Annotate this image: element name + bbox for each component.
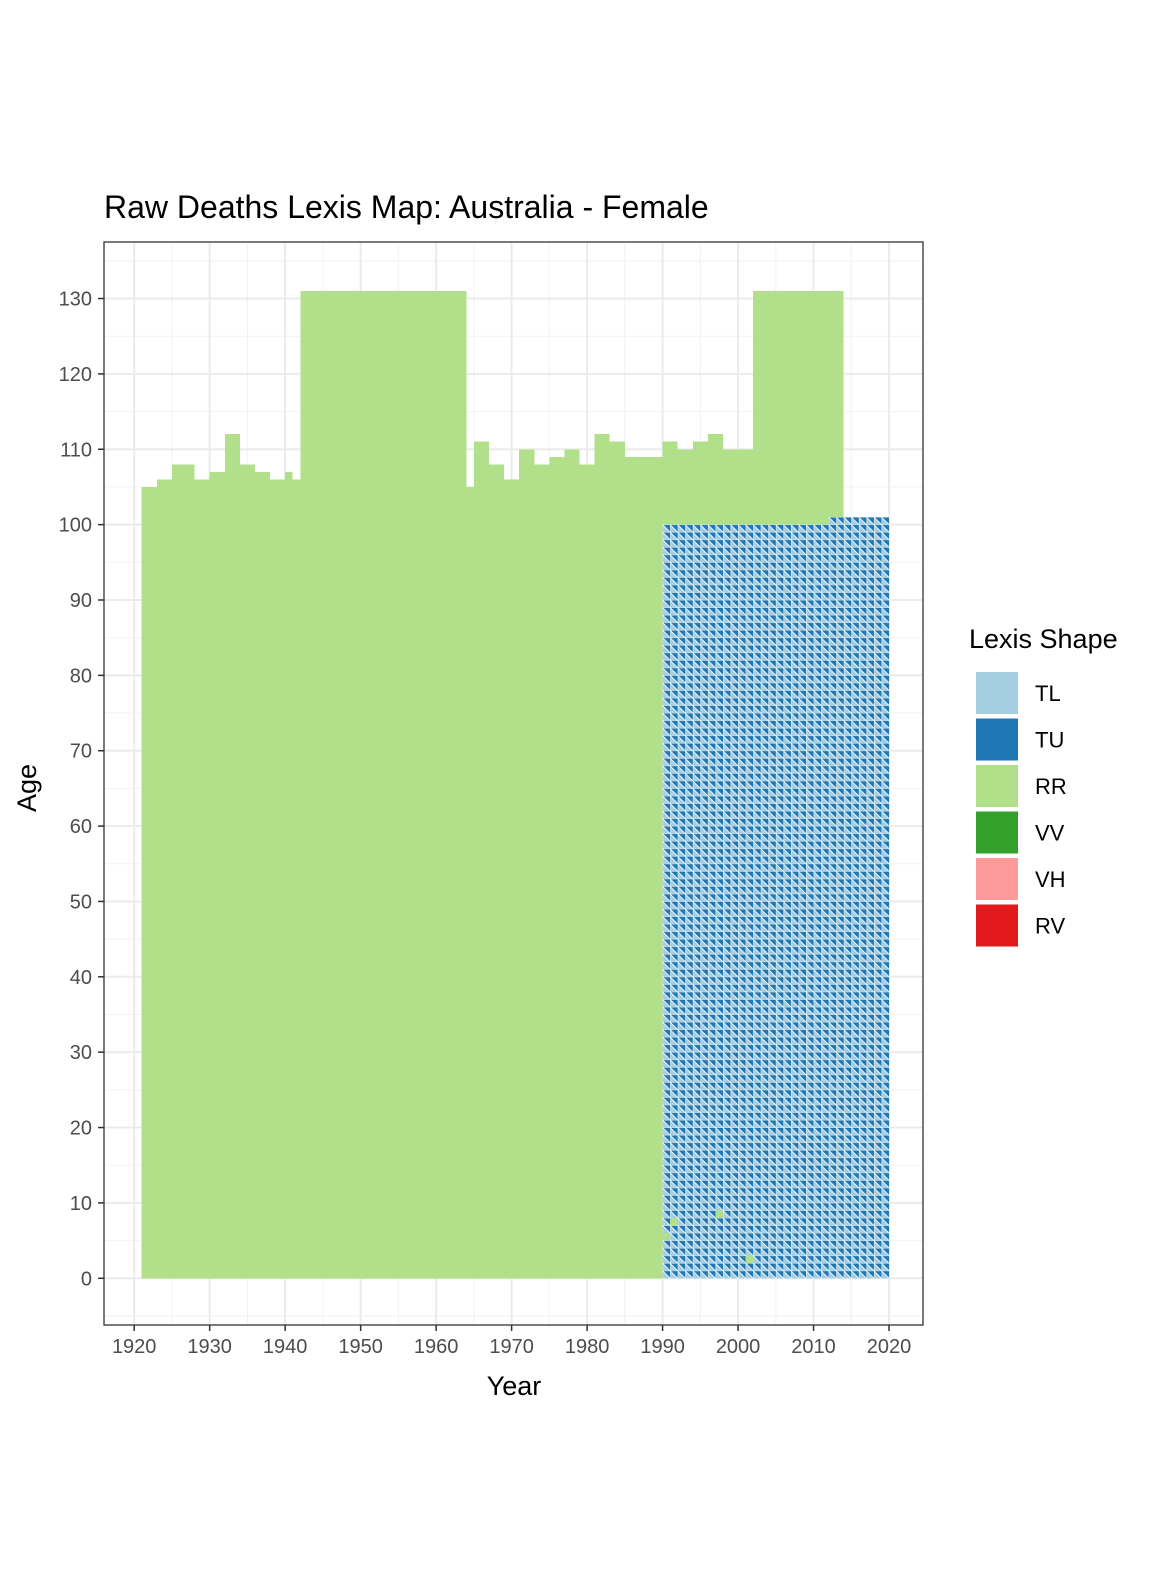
x-axis-title: Year xyxy=(487,1371,542,1401)
legend-label-rr: RR xyxy=(1035,774,1067,799)
chart-title: Raw Deaths Lexis Map: Australia - Female xyxy=(104,189,709,225)
x-tick-label: 2010 xyxy=(791,1336,836,1358)
region-rr-edge xyxy=(663,442,678,450)
region-rr-edge xyxy=(625,457,640,487)
y-tick-label: 10 xyxy=(70,1193,92,1215)
legend-key-vv xyxy=(976,812,1018,854)
legend-key-rv xyxy=(976,905,1018,947)
region-rr-edge xyxy=(285,472,293,502)
region-rr-edge xyxy=(240,464,255,502)
region-rr-edge xyxy=(534,464,549,487)
region-rr-edge xyxy=(293,479,301,502)
y-tick-label: 70 xyxy=(70,741,92,763)
region-rr xyxy=(300,291,466,1278)
x-tick-label: 1970 xyxy=(489,1336,534,1358)
y-tick-label: 20 xyxy=(70,1118,92,1140)
region-rr-edge xyxy=(564,449,579,487)
region-rr xyxy=(466,487,662,1278)
y-tick-label: 0 xyxy=(81,1268,92,1290)
region-tl-tu xyxy=(663,525,889,1279)
legend-key-tl xyxy=(976,672,1018,714)
region-rr-edge xyxy=(157,479,172,502)
x-tick-label: 2000 xyxy=(716,1336,761,1358)
y-tick-label: 30 xyxy=(70,1042,92,1064)
legend-label-tl: TL xyxy=(1035,681,1061,706)
y-axis: 0 10 20 30 40 50 60 70 80 90 100 110 120 130 xyxy=(59,289,104,1291)
region-rr-edge xyxy=(640,457,663,487)
x-tick-label: 1980 xyxy=(565,1336,610,1358)
x-tick-label: 1920 xyxy=(112,1336,157,1358)
region-rr-edge xyxy=(504,479,519,487)
legend-key-rr xyxy=(976,765,1018,807)
y-axis-title: Age xyxy=(12,764,42,812)
legend-label-vv: VV xyxy=(1035,821,1065,846)
legend-label-rv: RV xyxy=(1035,914,1065,939)
region-rr-edge xyxy=(270,479,285,502)
y-tick-label: 130 xyxy=(59,289,92,311)
y-tick-label: 80 xyxy=(70,665,92,687)
region-rr-edge xyxy=(610,442,625,487)
legend-label-vh: VH xyxy=(1035,867,1066,892)
region-rr-edge xyxy=(693,442,708,450)
y-tick-label: 60 xyxy=(70,816,92,838)
x-tick-label: 1930 xyxy=(187,1336,232,1358)
region-rr-edge xyxy=(210,472,225,502)
legend-label-tu: TU xyxy=(1035,728,1064,753)
region-rr-edge xyxy=(225,434,240,502)
x-tick-label: 1990 xyxy=(640,1336,685,1358)
region-rr-edge xyxy=(142,487,157,502)
x-tick-label: 1940 xyxy=(263,1336,308,1358)
region-rr-patch xyxy=(670,1218,678,1226)
region-rr-patch xyxy=(715,1210,723,1218)
region-rr-edge xyxy=(595,434,610,487)
legend: Lexis Shape TL TU RR VV VH RV xyxy=(969,624,1118,947)
x-tick-label: 1960 xyxy=(414,1336,459,1358)
region-rr xyxy=(753,291,844,525)
y-tick-label: 110 xyxy=(60,439,92,461)
y-tick-label: 40 xyxy=(70,967,92,989)
y-tick-label: 90 xyxy=(70,590,92,612)
y-tick-label: 50 xyxy=(70,891,92,913)
region-rr-edge xyxy=(195,479,210,502)
y-tick-label: 120 xyxy=(59,364,92,386)
region-rr xyxy=(663,449,754,524)
y-tick-label: 100 xyxy=(59,515,92,537)
region-rr xyxy=(142,502,301,1278)
x-tick-label: 1950 xyxy=(338,1336,383,1358)
legend-key-tu xyxy=(976,719,1018,761)
region-rr-patch xyxy=(746,1256,754,1264)
x-tick-label: 2020 xyxy=(867,1336,912,1358)
region-rr-edge xyxy=(255,472,270,502)
legend-key-vh xyxy=(976,858,1018,900)
x-axis: 1920 1930 1940 1950 1960 1970 1980 1990 2000 2010… xyxy=(112,1325,911,1358)
region-rr-edge xyxy=(549,457,564,487)
region-rr-edge xyxy=(474,442,489,487)
region-rr-patch xyxy=(663,1233,671,1241)
region-rr-edge xyxy=(172,464,195,502)
region-rr-edge xyxy=(580,464,595,487)
region-tl-tu xyxy=(829,517,889,525)
region-rr-edge xyxy=(489,464,504,487)
region-rr-edge xyxy=(708,434,723,449)
region-rr-edge xyxy=(519,449,534,487)
legend-title: Lexis Shape xyxy=(969,624,1118,654)
